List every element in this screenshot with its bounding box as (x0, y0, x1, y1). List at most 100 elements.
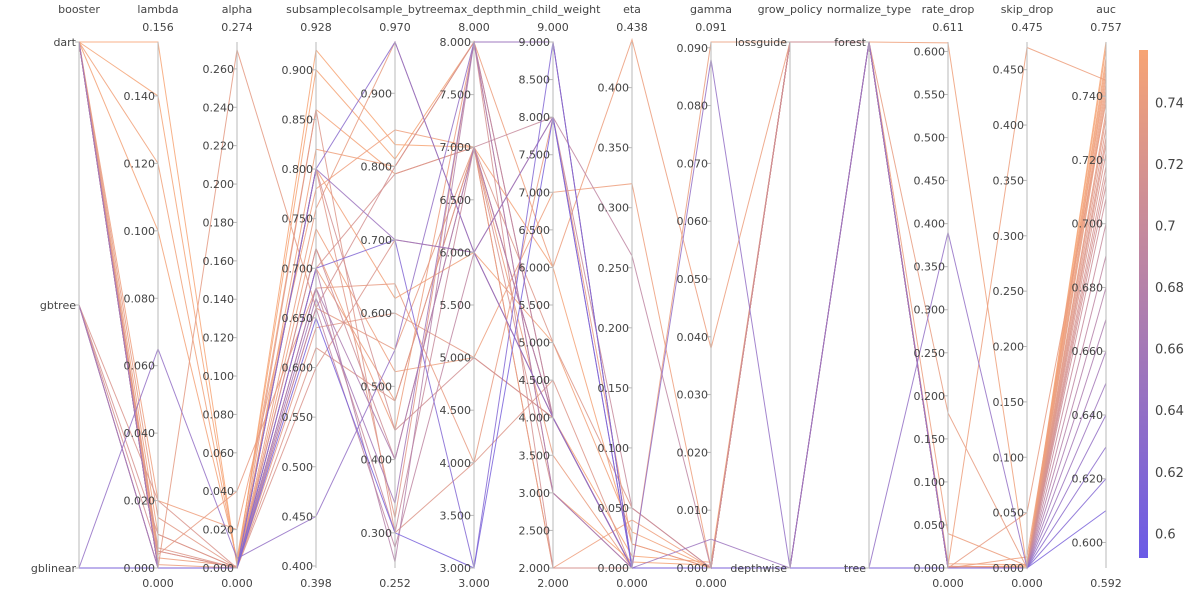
tick-label: 4.000 (440, 457, 472, 470)
tick-label: 0.180 (203, 217, 235, 230)
tick-label: 0.550 (914, 89, 946, 102)
tick-label: 0.600 (1072, 537, 1104, 550)
tick-label: 0.900 (361, 87, 393, 100)
tick-label: 4.500 (440, 404, 472, 417)
tick-label: 0.640 (1072, 409, 1104, 422)
tick-label: 0.900 (282, 64, 314, 77)
tick-label: 0.200 (993, 341, 1025, 354)
axis-eta: eta 0.438 0.000 0.000 0.050 0.100 0.150 0.200 0.… (598, 3, 648, 590)
axis-title: min_child_weight (506, 3, 602, 16)
tick-label: 0.060 (677, 215, 709, 228)
axis-range-max: 0.475 (1011, 21, 1043, 34)
tick-label: 0.300 (361, 527, 393, 540)
tick-label: 3.500 (440, 509, 472, 522)
axis-min_child_weight: min_child_weight 9.000 2.000 2.000 2.500 3.00… (506, 3, 602, 590)
tick-label: 0.800 (361, 161, 393, 174)
tick-label: 5.000 (440, 352, 472, 365)
tick-label: 0.000 (124, 562, 156, 575)
tick-label: 5.500 (440, 299, 472, 312)
tick-label: 0.240 (203, 101, 235, 114)
tick-label: 7.000 (519, 186, 551, 199)
axis-colsample_bytree: colsample_bytree 0.970 0.252 0.300 0.400 0.50… (347, 3, 444, 590)
tick-label: 0.250 (598, 262, 630, 275)
tick-label: 0.100 (124, 225, 156, 238)
tick-label: 5.500 (519, 299, 551, 312)
tick-label: 0.300 (914, 304, 946, 317)
tick-label: 0.140 (124, 90, 156, 103)
tick-label: 0.350 (914, 261, 946, 274)
polylines-layer (78, 37, 1107, 570)
axis-skip_drop: skip_drop 0.475 0.000 0.000 0.050 0.100 0.150 0… (993, 3, 1054, 590)
axis-range-min: 0.000 (221, 577, 253, 590)
axis-title: lambda (137, 3, 178, 16)
axis-range-max: 0.091 (695, 21, 727, 34)
tick-label: 0.400 (598, 82, 630, 95)
axis-range-min: 0.000 (1011, 577, 1043, 590)
axis-title: normalize_type (827, 3, 911, 16)
tick-label: 0.250 (914, 347, 946, 360)
tick-label: gblinear (31, 562, 77, 575)
axis-range-max: 0.757 (1090, 21, 1122, 34)
axis-range-max: 0.156 (142, 21, 174, 34)
tick-label: 0.100 (914, 476, 946, 489)
axis-range-max: 0.928 (300, 21, 332, 34)
tick-label: 0.200 (203, 178, 235, 191)
tick-label: 0.500 (282, 461, 314, 474)
axis-rate_drop: rate_drop 0.611 0.000 0.000 0.050 0.100 0.150 0… (914, 3, 975, 590)
colorbar-tick-label: 0.7 (1155, 220, 1176, 235)
axis-range-min: 0.000 (616, 577, 648, 590)
colorbar-tick-label: 0.72 (1155, 158, 1184, 173)
colorbar-tick-label: 0.68 (1155, 281, 1184, 296)
axis-range-min: 0.252 (379, 577, 411, 590)
tick-label: 0.000 (677, 562, 709, 575)
tick-label: 0.080 (203, 408, 235, 421)
tick-label: 0.150 (598, 382, 630, 395)
tick-label: 0.220 (203, 140, 235, 153)
tick-label: 0.700 (361, 234, 393, 247)
tick-label: 0.100 (993, 451, 1025, 464)
tick-label: 0.150 (914, 433, 946, 446)
tick-label: 0.040 (124, 427, 156, 440)
tick-label: 0.260 (203, 63, 235, 76)
axis-range-min: 0.000 (932, 577, 964, 590)
tick-label: 0.070 (677, 157, 709, 170)
colorbar-gradient (1139, 50, 1148, 558)
tick-label: 0.120 (124, 157, 156, 170)
tick-label: 0.000 (993, 562, 1025, 575)
tick-label: 3.500 (519, 449, 551, 462)
tick-label: 0.100 (598, 442, 630, 455)
tick-label: 8.500 (519, 74, 551, 87)
tick-label: 0.720 (1072, 154, 1104, 167)
axis-auc: auc 0.757 0.592 0.600 0.620 0.640 0.660 0.680 0.… (1072, 3, 1122, 590)
axis-range-max: 9.000 (537, 21, 569, 34)
axis-title: alpha (222, 3, 253, 16)
axis-title: eta (623, 3, 641, 16)
tick-label: 0.400 (914, 218, 946, 231)
tick-label: 0.050 (993, 507, 1025, 520)
tick-label: 0.200 (598, 322, 630, 335)
tick-label: 6.000 (440, 246, 472, 259)
tick-label: 0.500 (361, 380, 393, 393)
axis-range-min: 0.592 (1090, 577, 1122, 590)
tick-label: 6.500 (440, 194, 472, 207)
axis-title: max_depth (443, 3, 505, 16)
axes-layer: booster gblinear gbtree dart lambda 0.156 0.00… (31, 3, 1122, 590)
axis-subsample: subsample 0.928 0.398 0.400 0.450 0.500 0.550 0… (282, 3, 347, 590)
tick-label: 0.050 (677, 273, 709, 286)
colorbar-tick-label: 0.6 (1155, 527, 1176, 542)
tick-label: 0.250 (993, 285, 1025, 298)
tick-label: 0.450 (993, 64, 1025, 77)
axis-range-min: 0.000 (142, 577, 174, 590)
tick-label: 0.350 (598, 142, 630, 155)
tick-label: 0.150 (993, 396, 1025, 409)
axis-title: gamma (690, 3, 732, 16)
axis-range-max: 8.000 (458, 21, 490, 34)
axis-title: grow_policy (758, 3, 823, 16)
axis-alpha: alpha 0.274 0.000 0.000 0.020 0.040 0.060 0.080… (203, 3, 253, 590)
tick-label: 2.000 (519, 562, 551, 575)
tick-label: 0.140 (203, 293, 235, 306)
tick-label: 0.600 (282, 362, 314, 375)
tick-label: forest (834, 36, 866, 49)
tick-label: 0.800 (282, 163, 314, 176)
